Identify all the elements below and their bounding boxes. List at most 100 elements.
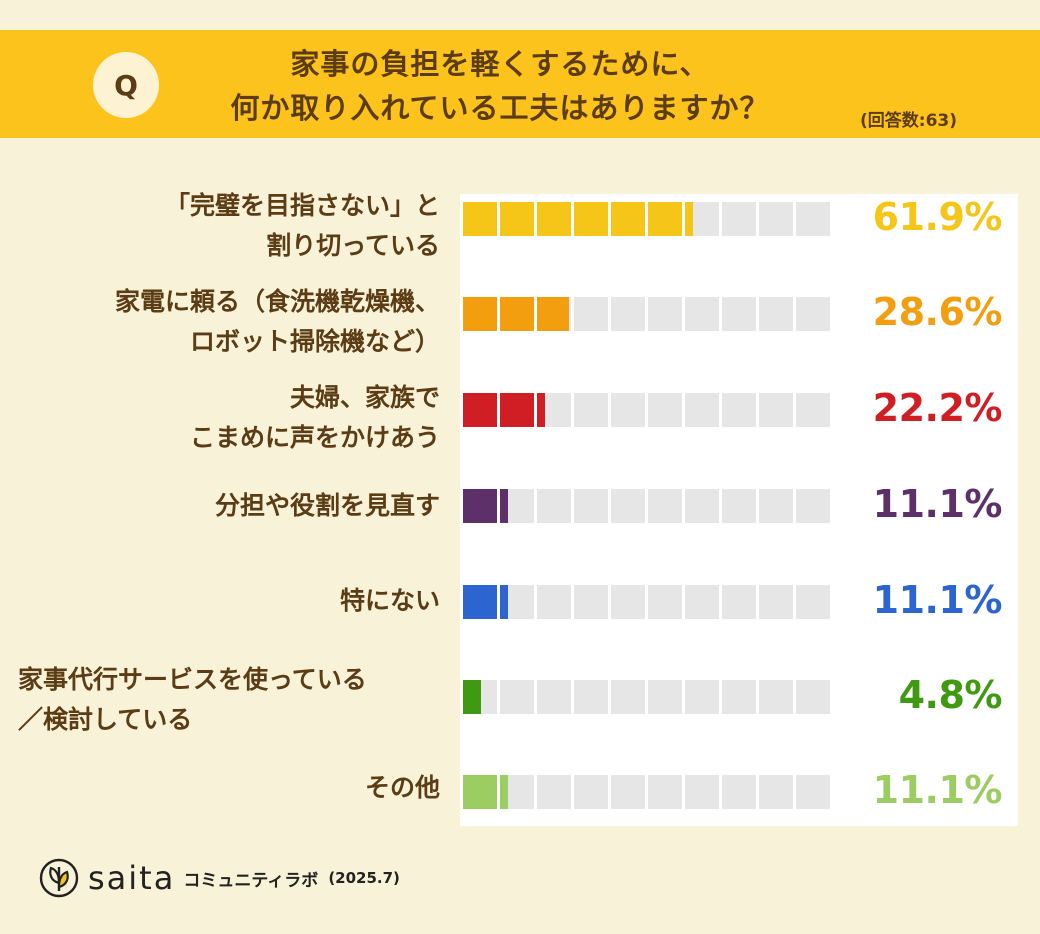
survey-date: (2025.7) xyxy=(328,869,400,887)
bar-segment-fill xyxy=(500,202,534,236)
category-label: 「完璧を目指さない」と割り切っている xyxy=(165,186,440,266)
bar-segment xyxy=(722,489,756,523)
bar-segment xyxy=(722,585,756,619)
bar-segment xyxy=(500,489,534,523)
category-label: 特にない xyxy=(340,581,440,621)
bar-segment xyxy=(796,585,830,619)
bar-segment-fill xyxy=(685,202,693,236)
bar-segment xyxy=(463,775,497,809)
bar-segment xyxy=(574,680,608,714)
bar-segment xyxy=(537,297,571,331)
bar-segment xyxy=(611,202,645,236)
bar-segment xyxy=(685,680,719,714)
bar-segment xyxy=(759,775,793,809)
bar-track xyxy=(463,585,833,619)
bar-segment xyxy=(759,489,793,523)
value-label: 28.6% xyxy=(872,290,1003,334)
bar-segment xyxy=(574,489,608,523)
bar-segment xyxy=(537,680,571,714)
bar-segment-fill xyxy=(500,393,534,427)
bar-segment xyxy=(796,489,830,523)
category-label: 分担や役割を見直す xyxy=(215,486,440,526)
bar-segment xyxy=(685,297,719,331)
category-label-line: 分担や役割を見直す xyxy=(214,491,440,520)
bar-segment xyxy=(759,585,793,619)
bar-segment xyxy=(648,202,682,236)
bar-segment xyxy=(500,775,534,809)
bar-segment xyxy=(537,202,571,236)
bar-segment xyxy=(648,489,682,523)
chart-title: 家事の負担を軽くするために、 何か取り入れている工夫はありますか？ xyxy=(180,42,820,130)
value-label: 22.2% xyxy=(872,386,1003,430)
bar-segment xyxy=(796,680,830,714)
value-label: 61.9% xyxy=(872,195,1003,239)
category-label-line: こまめに声をかけあう xyxy=(189,423,440,452)
category-label-line: 「完璧を目指さない」と xyxy=(164,191,440,220)
category-label-line: 特にない xyxy=(339,586,440,615)
title-line-2: 何か取り入れている工夫はありますか？ xyxy=(230,91,770,125)
bar-segment xyxy=(500,585,534,619)
bar-track xyxy=(463,393,833,427)
bar-segment xyxy=(463,680,497,714)
bar-track xyxy=(463,297,833,331)
question-header xyxy=(0,30,1040,138)
bar-segment xyxy=(796,775,830,809)
bar-segment xyxy=(463,393,497,427)
respondent-count: (回答数:63) xyxy=(860,111,957,131)
brand-subtitle: コミュニティラボ xyxy=(183,870,319,891)
bar-segment-fill xyxy=(463,297,497,331)
footer: saita コミュニティラボ (2025.7) xyxy=(38,856,400,900)
bar-segment xyxy=(722,775,756,809)
bar-segment xyxy=(685,775,719,809)
bar-segment xyxy=(463,585,497,619)
category-label-line: その他 xyxy=(364,773,440,802)
bar-segment xyxy=(722,680,756,714)
bar-segment xyxy=(685,202,719,236)
bar-segment xyxy=(574,775,608,809)
value-label: 11.1% xyxy=(872,768,1003,812)
bar-segment xyxy=(759,393,793,427)
bar-segment xyxy=(648,393,682,427)
bar-segment xyxy=(537,775,571,809)
saita-logo-icon xyxy=(39,858,79,898)
bar-segment xyxy=(685,489,719,523)
bar-segment-fill xyxy=(537,393,545,427)
bar-segment xyxy=(574,585,608,619)
bar-track xyxy=(463,489,833,523)
bar-segment-fill xyxy=(463,585,497,619)
category-label: 家電に頼る（食洗機乾燥機、 ロボット掃除機など） xyxy=(115,282,440,362)
category-label: 夫婦、家族でこまめに声をかけあう xyxy=(190,378,440,458)
bar-segment xyxy=(537,393,571,427)
bar-segment xyxy=(648,297,682,331)
bar-segment xyxy=(722,202,756,236)
bar-segment-fill xyxy=(463,775,497,809)
bar-segment xyxy=(611,393,645,427)
bar-segment xyxy=(759,297,793,331)
bar-segment xyxy=(611,585,645,619)
question-badge: Q xyxy=(93,52,159,118)
bar-track xyxy=(463,775,833,809)
category-label-line: 割り切っている xyxy=(266,231,440,260)
bar-track xyxy=(463,202,833,236)
category-label-line: 夫婦、家族で xyxy=(289,383,440,412)
bar-segment xyxy=(574,393,608,427)
bar-segment-fill xyxy=(500,489,508,523)
bar-segment-fill xyxy=(537,297,569,331)
bar-segment xyxy=(537,489,571,523)
value-label: 4.8% xyxy=(898,673,1003,717)
bar-segment xyxy=(611,775,645,809)
bar-segment xyxy=(759,680,793,714)
bar-segment xyxy=(648,680,682,714)
bar-segment-fill xyxy=(574,202,608,236)
bar-segment xyxy=(611,297,645,331)
category-label-line: 家事代行サービスを使っている xyxy=(18,665,367,694)
bar-segment xyxy=(574,297,608,331)
bar-segment-fill xyxy=(463,393,497,427)
bar-segment xyxy=(463,297,497,331)
bar-segment xyxy=(796,202,830,236)
value-label: 11.1% xyxy=(872,482,1003,526)
bar-segment xyxy=(611,680,645,714)
bar-segment xyxy=(500,297,534,331)
bar-segment-fill xyxy=(500,775,508,809)
bar-segment-fill xyxy=(537,202,571,236)
